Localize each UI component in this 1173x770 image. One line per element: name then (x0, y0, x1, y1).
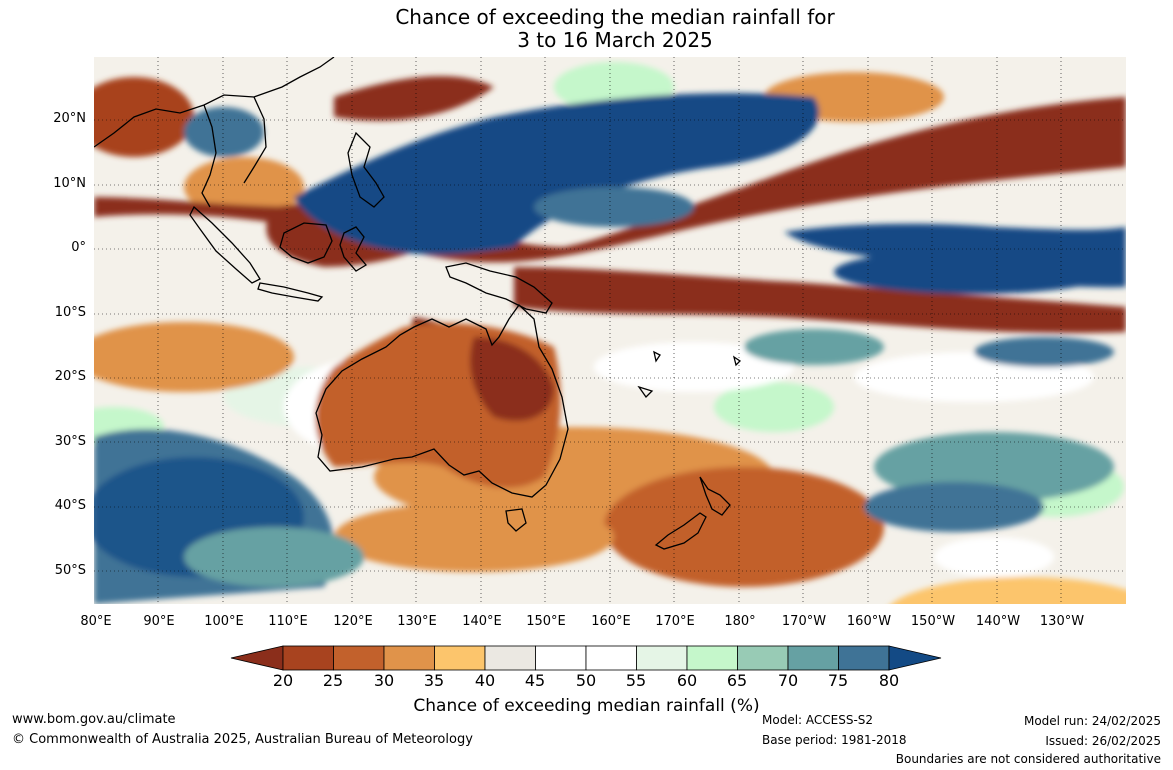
colorbar-cell (333, 645, 385, 671)
colorbar-cell (686, 645, 738, 671)
colorbar-tick-25: 25 (322, 671, 344, 690)
lon-label-140w: 140°W (975, 614, 1021, 629)
colorbar-cell (585, 645, 637, 671)
colorbar-cell (383, 645, 435, 671)
lon-label-150e: 150°E (526, 614, 566, 629)
rainfall-outlook-map (94, 57, 1126, 604)
colorbar-tick-60: 60 (676, 671, 698, 690)
colorbar-tick-55: 55 (625, 671, 647, 690)
colorbar-extension-low (230, 645, 284, 671)
colorbar-cell (535, 645, 587, 671)
lon-label-100e: 100°E (204, 614, 244, 629)
colorbar-tick-75: 75 (827, 671, 849, 690)
lon-label-120e: 120°E (333, 614, 373, 629)
lat-label-40s: 40°S (54, 498, 86, 513)
colorbar-cell (737, 645, 789, 671)
colorbar-cell (636, 645, 688, 671)
lat-label-20n: 20°N (53, 111, 86, 126)
colorbar-extension-high (888, 645, 942, 671)
lon-label-130w: 130°W (1039, 614, 1085, 629)
lat-label-10s: 10°S (54, 305, 86, 320)
coastlines (94, 57, 742, 550)
boundaries-disclaimer: Boundaries are not considered authoritat… (895, 752, 1161, 766)
lon-label-130e: 130°E (397, 614, 437, 629)
lon-label-140e: 140°E (462, 614, 502, 629)
map-title-line2: 3 to 16 March 2025 (517, 28, 713, 52)
colorbar (230, 645, 942, 671)
colorbar-cell (282, 645, 334, 671)
bom-url-link[interactable]: www.bom.gov.au/climate (12, 712, 176, 727)
colorbar-tick-65: 65 (726, 671, 748, 690)
map-title-line1: Chance of exceeding the median rainfall … (395, 5, 835, 29)
lon-label-160w: 160°W (846, 614, 892, 629)
colorbar-tick-30: 30 (373, 671, 395, 690)
lon-label-170e: 170°E (655, 614, 695, 629)
lat-label-10n: 10°N (53, 176, 86, 191)
lat-label-20s: 20°S (54, 369, 86, 384)
colorbar-tick-35: 35 (423, 671, 445, 690)
lon-label-80e: 80°E (80, 614, 112, 629)
lat-label-0: 0° (71, 240, 86, 255)
issued-date: Issued: 26/02/2025 (1045, 734, 1161, 748)
colorbar-cell (484, 645, 536, 671)
lon-label-90e: 90°E (143, 614, 175, 629)
colorbar-tick-40: 40 (474, 671, 496, 690)
lon-label-160e: 160°E (591, 614, 631, 629)
lon-label-170w: 170°W (781, 614, 827, 629)
copyright-notice: © Commonwealth of Australia 2025, Austra… (12, 732, 473, 747)
colorbar-tick-45: 45 (524, 671, 546, 690)
colorbar-cell (838, 645, 890, 671)
lat-label-50s: 50°S (54, 563, 86, 578)
lon-label-150w: 150°W (910, 614, 956, 629)
lon-label-110e: 110°E (268, 614, 308, 629)
colorbar-title: Chance of exceeding median rainfall (%) (413, 696, 760, 716)
colorbar-tick-70: 70 (777, 671, 799, 690)
base-period: Base period: 1981-2018 (762, 733, 907, 747)
colorbar-cell (434, 645, 486, 671)
model-run-date: Model run: 24/02/2025 (1023, 714, 1161, 728)
lon-label-180: 180° (724, 614, 756, 629)
model-name: Model: ACCESS-S2 (762, 713, 874, 727)
colorbar-tick-50: 50 (575, 671, 597, 690)
colorbar-tick-80: 80 (878, 671, 900, 690)
colorbar-tick-20: 20 (272, 671, 294, 690)
graticule (94, 57, 1126, 604)
colorbar-cell (787, 645, 839, 671)
lat-label-30s: 30°S (54, 434, 86, 449)
map-canvas (94, 57, 1126, 604)
